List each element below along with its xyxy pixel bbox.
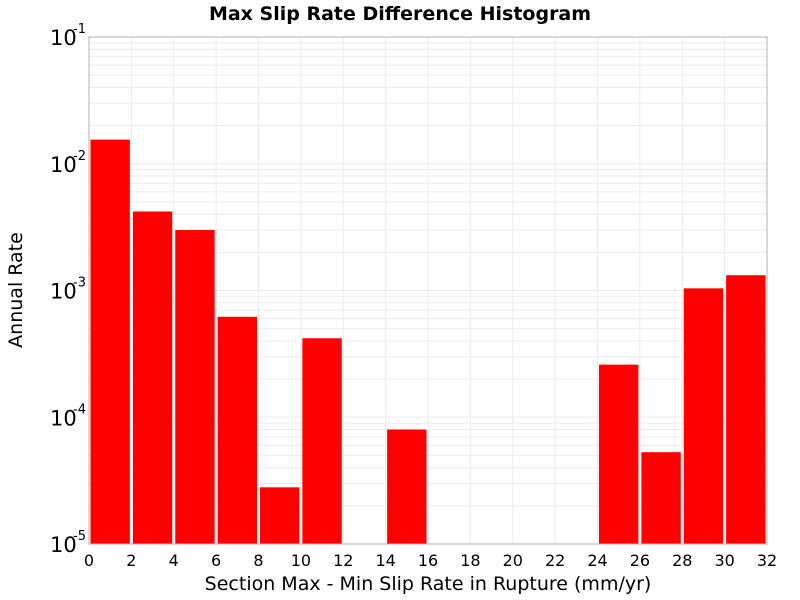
bar: [217, 316, 257, 544]
x-tick-label: 26: [630, 551, 650, 570]
bar: [260, 487, 300, 544]
bar: [683, 288, 724, 544]
x-tick-label: 22: [545, 551, 565, 570]
x-tick-label: 14: [375, 551, 395, 570]
bar: [90, 139, 130, 544]
y-tick-exponent: -5: [73, 529, 86, 544]
y-tick-label: 10: [50, 406, 77, 430]
y-tick-exponent: -1: [73, 22, 86, 37]
bar: [387, 429, 427, 544]
x-tick-label: 30: [714, 551, 734, 570]
plot-border: [88, 36, 768, 545]
x-tick-label: 4: [169, 551, 179, 570]
y-tick-label: 10: [50, 26, 77, 50]
y-tick-exponent: -3: [73, 276, 86, 291]
x-tick-label: 18: [460, 551, 480, 570]
y-tick-label: 10: [50, 153, 77, 177]
x-tick-label: 32: [757, 551, 777, 570]
x-tick-label: 10: [291, 551, 311, 570]
bar: [132, 211, 173, 544]
bar: [175, 230, 215, 544]
x-tick-label: 24: [587, 551, 607, 570]
y-tick-exponent: -4: [73, 402, 86, 417]
y-axis-label: Annual Rate: [5, 232, 27, 348]
bars: [90, 139, 766, 544]
x-tick-label: 2: [126, 551, 136, 570]
y-tick-label: 10: [50, 533, 77, 557]
x-tick-label: 20: [503, 551, 523, 570]
bar: [726, 275, 766, 544]
x-tick-label: 6: [211, 551, 221, 570]
chart-title: Max Slip Rate Difference Histogram: [209, 3, 591, 25]
x-tick-label: 12: [333, 551, 353, 570]
x-axis-label: Section Max - Min Slip Rate in Rupture (…: [205, 573, 652, 595]
x-tick-label: 16: [418, 551, 438, 570]
bar: [641, 452, 681, 544]
y-tick-exponent: -2: [73, 149, 86, 164]
x-tick-label: 0: [84, 551, 94, 570]
x-axis-ticks: 0 2 4 6 8 10 12 14 16 18 20 22 24 26 28 30 32: [84, 551, 777, 570]
x-tick-label: 8: [253, 551, 263, 570]
y-tick-label: 10: [50, 280, 77, 304]
x-tick-label: 28: [672, 551, 692, 570]
bar: [302, 338, 342, 544]
y-axis-ticks: 10-510-410-310-210-1: [50, 22, 86, 557]
bar: [599, 364, 639, 544]
